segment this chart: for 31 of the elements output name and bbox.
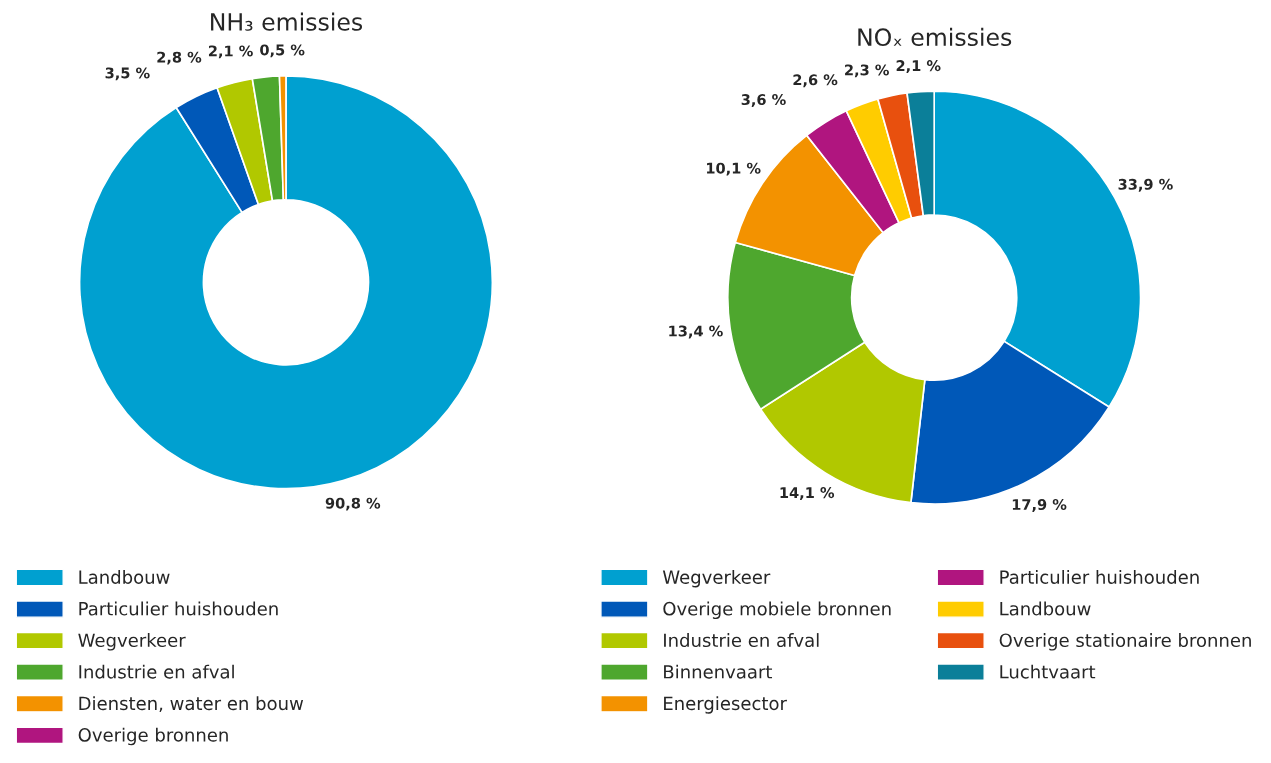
legend-label: Particulier huishouden <box>1000 569 1199 584</box>
legend-label: Wegverkeer <box>78 633 186 651</box>
legend-label: Luchtvaart <box>1000 664 1096 679</box>
data-label: 2,8 % <box>157 51 202 65</box>
data-label: 14,1 % <box>780 487 835 500</box>
data-label: 3,6 % <box>741 94 786 107</box>
legend-label: Industrie en afval <box>79 664 234 679</box>
data-label: 2,1 % <box>208 45 253 59</box>
legend-label: Overige bronnen <box>78 727 228 746</box>
chart-title: NOₓ emissies <box>858 27 1012 47</box>
data-label: 2,3 % <box>845 64 889 78</box>
data-label: 17,9 % <box>1012 498 1067 512</box>
legend-label: Diensten, water en bouw <box>79 696 304 713</box>
data-label: 2,1 % <box>896 60 941 74</box>
data-label: 10,1 % <box>707 162 761 176</box>
legend-label: Landbouw <box>79 569 170 584</box>
legend-label: Binnenvaart <box>664 664 773 679</box>
legend-label: Overige mobiele bronnen <box>663 601 891 619</box>
data-label: 13,4 % <box>669 325 723 339</box>
chart-title: NH₃ emissies <box>211 12 363 31</box>
legend-label: Particulier huishouden <box>79 601 278 616</box>
legend-label: Wegverkeer <box>662 569 771 588</box>
data-label: 3,5 % <box>105 67 150 81</box>
data-label: 2,6 % <box>793 74 838 88</box>
legend-label: Energiesector <box>664 696 787 714</box>
legend-label: Landbouw <box>1000 601 1091 616</box>
data-label: 0,5 % <box>260 44 305 58</box>
legend-label: Industrie en afval <box>664 633 819 648</box>
data-label: 90,8 % <box>325 497 381 511</box>
legend-label: Overige stationaire bronnen <box>999 633 1251 651</box>
data-label: 33,9 % <box>1118 178 1173 192</box>
